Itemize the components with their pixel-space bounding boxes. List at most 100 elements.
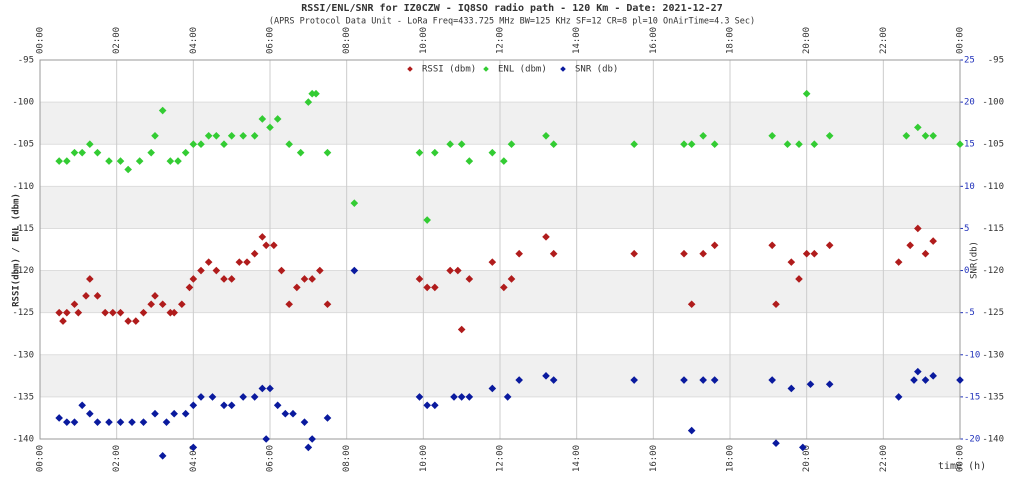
x-tick-label: 22:00 [879, 445, 889, 472]
data-point [415, 393, 424, 401]
y-tick-label: -135 [12, 392, 34, 402]
chart-title: RSSI/ENL/SNR for IZ0CZW - IQ8SO radio pa… [301, 2, 722, 14]
data-point [431, 401, 439, 410]
data-point [273, 115, 282, 123]
y2-tick-label: 20 [964, 98, 975, 108]
data-point [929, 132, 937, 140]
data-point [806, 380, 815, 389]
data-point [116, 157, 125, 165]
data-point [101, 308, 109, 317]
data-point [488, 384, 497, 393]
y2-tick-label: -10 [964, 350, 980, 360]
data-point [921, 376, 930, 384]
data-point [680, 376, 688, 384]
y-tick-label-right: -130 [982, 350, 1004, 360]
data-point [147, 148, 155, 157]
data-point [116, 308, 125, 317]
data-point [78, 401, 86, 410]
x-tick-label: 20:00 [802, 445, 812, 472]
y2-tick-label: 0 [964, 266, 969, 276]
data-point [93, 148, 102, 157]
data-point [289, 409, 297, 418]
data-point [710, 376, 719, 384]
data-point [921, 132, 930, 140]
data-point [185, 283, 194, 292]
x-tick-label-top: 18:00 [726, 27, 736, 54]
data-point [277, 266, 286, 275]
data-point [235, 258, 244, 266]
data-point [457, 140, 466, 149]
data-point [258, 233, 267, 241]
data-point [549, 140, 558, 149]
data-point [457, 325, 466, 334]
data-point [914, 367, 922, 376]
data-point [239, 393, 247, 401]
data-point [82, 292, 90, 300]
data-point [273, 401, 282, 410]
data-point [105, 418, 113, 426]
data-point [63, 308, 71, 317]
legend-label: RSSI (dbm) [422, 65, 476, 75]
data-point [220, 401, 228, 410]
data-point [70, 418, 79, 426]
x-tick-label: 04:00 [189, 445, 199, 472]
x-tick-label-top: 16:00 [649, 27, 659, 54]
data-point [488, 148, 497, 157]
data-point [802, 89, 811, 98]
data-point [515, 376, 523, 384]
data-point [174, 157, 182, 165]
y-tick-label: -140 [12, 435, 34, 445]
data-point [227, 132, 236, 140]
legend-label: SNR (db) [575, 65, 618, 75]
data-point [323, 148, 332, 157]
data-point [139, 308, 148, 317]
data-point [178, 300, 186, 309]
y-tick-label-right: -110 [982, 182, 1004, 192]
data-point [431, 148, 439, 157]
data-point [450, 393, 458, 401]
legend-marker [483, 66, 489, 72]
data-point [239, 132, 247, 140]
data-point [220, 275, 228, 283]
data-point [507, 275, 516, 283]
chart-subtitle: (APRS Protocol Data Unit - LoRa Freq=433… [269, 17, 755, 27]
legend-marker [407, 66, 413, 72]
x-tick-label-top: 08:00 [342, 27, 352, 54]
data-point [170, 409, 178, 418]
data-point [250, 132, 259, 140]
data-point [78, 148, 86, 157]
data-point [151, 132, 159, 140]
data-point [250, 393, 259, 401]
data-point [465, 275, 474, 283]
data-point [446, 140, 454, 149]
data-point [415, 275, 424, 283]
data-point [181, 148, 190, 157]
data-point [55, 308, 63, 317]
data-point [158, 106, 167, 115]
x-tick-label-top: 12:00 [496, 27, 506, 54]
data-point [197, 393, 205, 401]
data-point [293, 283, 301, 292]
data-point [825, 132, 834, 140]
y2-tick-label: 10 [964, 182, 975, 192]
data-point [699, 376, 707, 384]
data-point [906, 241, 914, 250]
data-point [956, 376, 964, 384]
data-point [914, 123, 922, 132]
y-tick-label-right: -95 [988, 56, 1004, 66]
data-point [921, 249, 930, 258]
data-point [189, 140, 198, 149]
y-tick-label: -95 [18, 56, 34, 66]
y-tick-label-right: -105 [982, 140, 1004, 150]
x-axis-label: time (h) [938, 461, 986, 472]
data-point [542, 233, 550, 241]
y2-tick-label: 15 [964, 140, 975, 150]
x-tick-label-top: 00:00 [956, 27, 966, 54]
data-point [300, 275, 309, 283]
data-point [488, 258, 497, 266]
y-tick-label-right: -140 [982, 435, 1004, 445]
data-point [500, 157, 508, 165]
data-point [549, 376, 558, 384]
x-tick-label-top: 22:00 [879, 27, 889, 54]
data-point [914, 224, 922, 233]
